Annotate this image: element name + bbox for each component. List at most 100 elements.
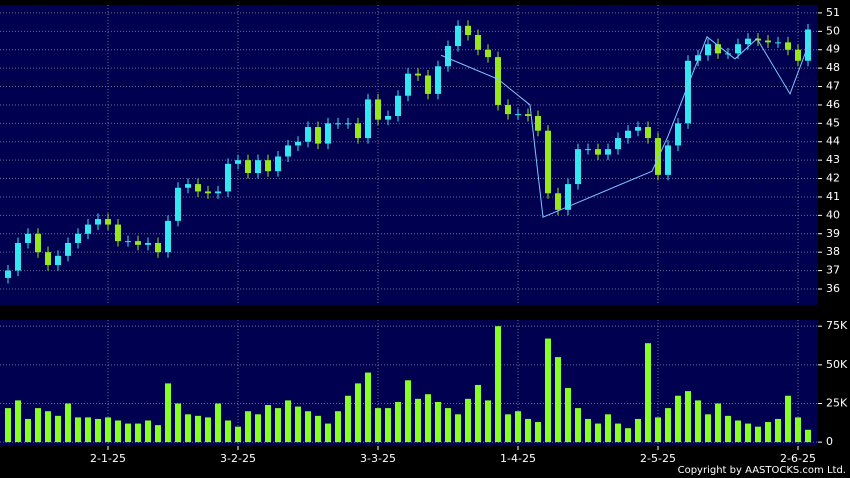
candle-body: [595, 149, 601, 155]
volume-bar: [515, 411, 521, 443]
candle-body: [155, 242, 161, 253]
candle-body: [655, 138, 661, 175]
candle-body: [375, 99, 381, 120]
candle-body: [115, 224, 121, 242]
volume-bar: [355, 383, 361, 443]
volume-bar: [405, 380, 411, 443]
volume-bar: [365, 372, 371, 443]
x-tick-label: 3-3-25: [360, 452, 396, 465]
volume-bar: [265, 405, 271, 443]
candle-body: [575, 149, 581, 185]
candle-body: [215, 191, 221, 194]
volume-bar: [15, 400, 21, 443]
volume-bar: [595, 423, 601, 443]
y-tick-label: 43: [826, 153, 840, 166]
candle-body: [685, 60, 691, 124]
x-tick-label: 1-4-25: [500, 452, 536, 465]
candle-body: [695, 55, 701, 61]
candle-body: [135, 241, 141, 245]
volume-bar: [75, 417, 81, 443]
candle-body: [125, 241, 131, 243]
candle-body: [605, 149, 611, 155]
volume-bar: [575, 408, 581, 443]
volume-bar: [185, 414, 191, 443]
volume-bar: [395, 401, 401, 443]
volume-bar: [715, 403, 721, 443]
candle-body: [445, 46, 451, 67]
y-tick-label: 25K: [826, 396, 848, 409]
candle-body: [255, 160, 261, 174]
candle-body: [345, 123, 351, 125]
volume-bar: [605, 414, 611, 443]
volume-bar: [175, 403, 181, 443]
volume-bar: [745, 423, 751, 443]
volume-bar: [325, 423, 331, 443]
volume-bar: [165, 383, 171, 443]
volume-bar: [645, 343, 651, 443]
candle-body: [505, 104, 511, 115]
candle-body: [435, 66, 441, 94]
volume-bar: [485, 400, 491, 443]
volume-bar: [675, 395, 681, 443]
candle-body: [675, 123, 681, 146]
volume-bar: [535, 422, 541, 443]
candle-body: [525, 114, 531, 116]
candle-body: [45, 252, 51, 266]
y-tick-label: 36: [826, 282, 840, 295]
candle-body: [365, 99, 371, 139]
candle-body: [475, 35, 481, 50]
candle-body: [285, 145, 291, 157]
volume-bar: [145, 420, 151, 443]
volume-bar: [55, 415, 61, 443]
candle-body: [105, 219, 111, 225]
candle-body: [765, 40, 771, 43]
candle-body: [325, 123, 331, 144]
volume-bar: [565, 388, 571, 443]
candle-body: [5, 270, 11, 278]
candle-body: [495, 57, 501, 105]
volume-bar: [435, 401, 441, 443]
candle-body: [305, 127, 311, 142]
candle-body: [15, 242, 21, 271]
volume-bar: [475, 384, 481, 443]
candle-body: [175, 187, 181, 221]
x-tick-label: 3-2-25: [220, 452, 256, 465]
volume-bar: [275, 408, 281, 443]
volume-bar: [755, 426, 761, 443]
volume-bar: [135, 423, 141, 443]
volume-bar: [65, 403, 71, 443]
candle-body: [205, 191, 211, 194]
volume-bar: [235, 426, 241, 443]
candle-body: [565, 184, 571, 210]
candle-body: [515, 114, 521, 116]
volume-bar: [585, 418, 591, 443]
candle-body: [295, 141, 301, 146]
volume-bar: [795, 417, 801, 443]
candle-body: [415, 73, 421, 76]
candle-body: [645, 127, 651, 139]
y-tick-label: 46: [826, 98, 840, 111]
y-tick-label: 39: [826, 227, 840, 240]
volume-bar: [335, 411, 341, 443]
volume-bar: [685, 391, 691, 443]
candle-body: [405, 73, 411, 96]
x-tick-label: 2-6-25: [780, 452, 816, 465]
volume-bar: [285, 400, 291, 443]
volume-bar: [375, 408, 381, 443]
candle-body: [55, 255, 61, 266]
candle-body: [555, 193, 561, 210]
candle-body: [775, 42, 781, 44]
candle-body: [795, 49, 801, 61]
candle-body: [75, 233, 81, 243]
candle-body: [355, 123, 361, 139]
y-tick-label: 40: [826, 208, 840, 221]
volume-bar: [545, 338, 551, 443]
candle-body: [425, 75, 431, 94]
volume-bar: [505, 414, 511, 443]
volume-bar: [215, 403, 221, 443]
y-tick-label: 41: [826, 190, 840, 203]
candle-body: [615, 138, 621, 150]
volume-bar: [655, 417, 661, 443]
y-tick-label: 38: [826, 245, 840, 258]
